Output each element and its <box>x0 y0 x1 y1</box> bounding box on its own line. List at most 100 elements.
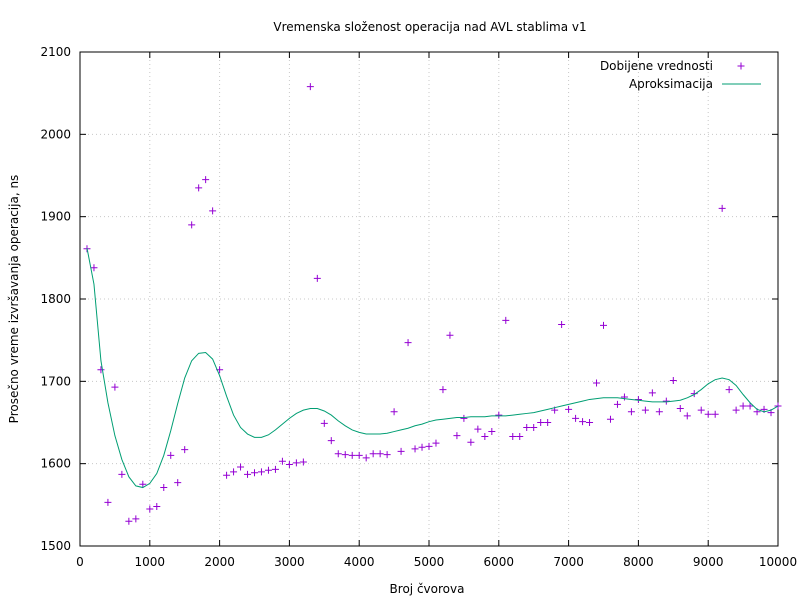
data-point <box>641 406 649 414</box>
x-axis-label: Broj čvorova <box>390 582 465 596</box>
data-point <box>613 400 621 408</box>
data-point <box>572 414 580 422</box>
data-point <box>195 184 203 192</box>
data-point <box>160 484 168 492</box>
data-point <box>271 465 279 473</box>
data-point <box>697 406 705 414</box>
x-tick-label: 6000 <box>484 555 515 569</box>
data-point <box>348 451 356 459</box>
data-point <box>306 83 314 91</box>
x-tick-label: 5000 <box>414 555 445 569</box>
data-point <box>579 418 587 426</box>
x-tick-label: 4000 <box>344 555 375 569</box>
plot-area <box>83 83 782 525</box>
data-point <box>230 468 238 476</box>
data-point <box>565 405 573 413</box>
data-point <box>600 321 607 329</box>
x-tick-label: 0 <box>76 555 84 569</box>
data-point <box>690 390 698 398</box>
y-tick-label: 1700 <box>40 374 71 388</box>
data-point <box>313 274 321 282</box>
chart-title: Vremenska složenost operacija nad AVL st… <box>273 20 586 34</box>
data-point <box>432 439 440 447</box>
data-point <box>111 383 119 391</box>
data-point <box>739 402 747 410</box>
data-point <box>606 415 614 423</box>
data-point <box>285 460 293 468</box>
tick-marks <box>79 51 779 547</box>
data-point <box>516 432 524 440</box>
data-point <box>495 411 503 419</box>
data-point <box>153 502 161 510</box>
data-point <box>167 451 175 459</box>
data-point <box>418 443 426 451</box>
data-point <box>132 515 140 523</box>
data-point <box>146 505 154 513</box>
data-point <box>397 447 405 455</box>
data-point <box>425 442 433 450</box>
data-point <box>558 321 566 329</box>
data-point <box>474 425 482 433</box>
legend-label: Aproksimacija <box>629 77 713 91</box>
data-point <box>341 451 349 459</box>
y-axis-label: Prosečno vreme izvršavanja operacija, ns <box>7 175 21 424</box>
data-point <box>118 470 126 478</box>
data-point <box>460 414 468 422</box>
legend-marker <box>737 62 745 70</box>
data-point <box>544 419 552 426</box>
data-point <box>627 408 635 416</box>
data-point <box>593 379 601 387</box>
data-point <box>439 386 447 394</box>
data-point <box>383 451 391 459</box>
data-point <box>523 423 531 431</box>
data-point <box>467 438 475 446</box>
data-point <box>104 498 112 506</box>
data-point <box>732 406 740 414</box>
approximation-line <box>86 247 779 489</box>
data-point <box>334 450 342 458</box>
data-point <box>620 393 628 401</box>
x-tick-label: 8000 <box>623 555 654 569</box>
data-point <box>502 316 510 324</box>
x-tick-label: 7000 <box>553 555 584 569</box>
grid <box>80 52 778 546</box>
data-point <box>530 423 538 431</box>
x-tick-label: 3000 <box>274 555 305 569</box>
data-point <box>181 446 189 454</box>
x-tick-label: 10000 <box>759 555 797 569</box>
data-point <box>369 450 377 458</box>
data-point <box>264 466 272 474</box>
data-point <box>404 339 412 347</box>
x-tick-label: 1000 <box>135 555 166 569</box>
data-point <box>174 479 182 487</box>
y-tick-label: 1800 <box>40 292 71 306</box>
data-point <box>97 366 105 374</box>
data-point <box>188 221 196 229</box>
data-point <box>237 463 245 471</box>
x-tick-label: 2000 <box>204 555 235 569</box>
data-point <box>718 204 726 212</box>
data-point <box>683 412 691 420</box>
data-point <box>278 457 286 465</box>
data-point <box>509 432 517 440</box>
data-point <box>453 432 461 440</box>
data-point <box>648 389 656 397</box>
data-point <box>355 451 363 459</box>
data-point <box>481 432 489 440</box>
data-point <box>223 471 231 479</box>
y-tick-label: 1900 <box>40 210 71 224</box>
y-tick-label: 2100 <box>40 45 71 59</box>
legend-label: Dobijene vrednosti <box>600 59 713 73</box>
data-point <box>711 410 719 418</box>
data-point <box>446 331 454 339</box>
y-tick-label: 1500 <box>40 539 71 553</box>
data-point <box>202 176 210 184</box>
data-point <box>376 450 384 458</box>
data-point <box>209 207 217 215</box>
data-point <box>125 517 133 525</box>
data-point <box>586 419 594 426</box>
legend: Dobijene vrednosti Aproksimacija <box>600 59 761 91</box>
data-point <box>139 480 147 488</box>
data-point <box>327 437 335 445</box>
